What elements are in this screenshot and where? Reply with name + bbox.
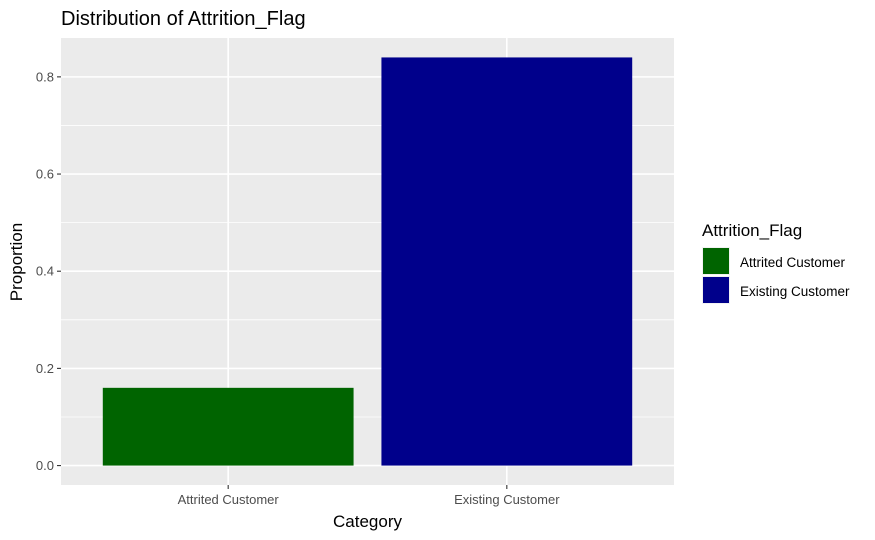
bar-attrited-customer — [102, 387, 354, 466]
legend-title: Attrition_Flag — [702, 221, 802, 240]
y-axis: 0.0 0.2 0.4 0.6 0.8 — [36, 69, 61, 473]
legend-label-existing-customer: Existing Customer — [740, 284, 850, 299]
x-axis-title: Category — [333, 512, 402, 531]
y-tick-label: 0.2 — [36, 361, 54, 376]
y-tick-label: 0.6 — [36, 167, 54, 182]
legend-label-attrited-customer: Attrited Customer — [740, 255, 846, 270]
legend-swatch-attrited-customer — [703, 248, 729, 274]
bars — [102, 57, 633, 466]
y-tick-label: 0.0 — [36, 458, 54, 473]
x-tick-label: Existing Customer — [454, 492, 560, 507]
x-axis: Attrited Customer Existing Customer — [178, 485, 560, 507]
y-tick-label: 0.8 — [36, 69, 54, 84]
legend: Attrition_Flag Attrited Customer Existin… — [702, 221, 850, 304]
chart-title: Distribution of Attrition_Flag — [61, 8, 306, 30]
bar-existing-customer — [381, 57, 633, 466]
y-tick-label: 0.4 — [36, 264, 54, 279]
x-tick-label: Attrited Customer — [178, 492, 280, 507]
y-axis-title: Proportion — [7, 223, 26, 301]
legend-swatch-existing-customer — [703, 277, 729, 303]
